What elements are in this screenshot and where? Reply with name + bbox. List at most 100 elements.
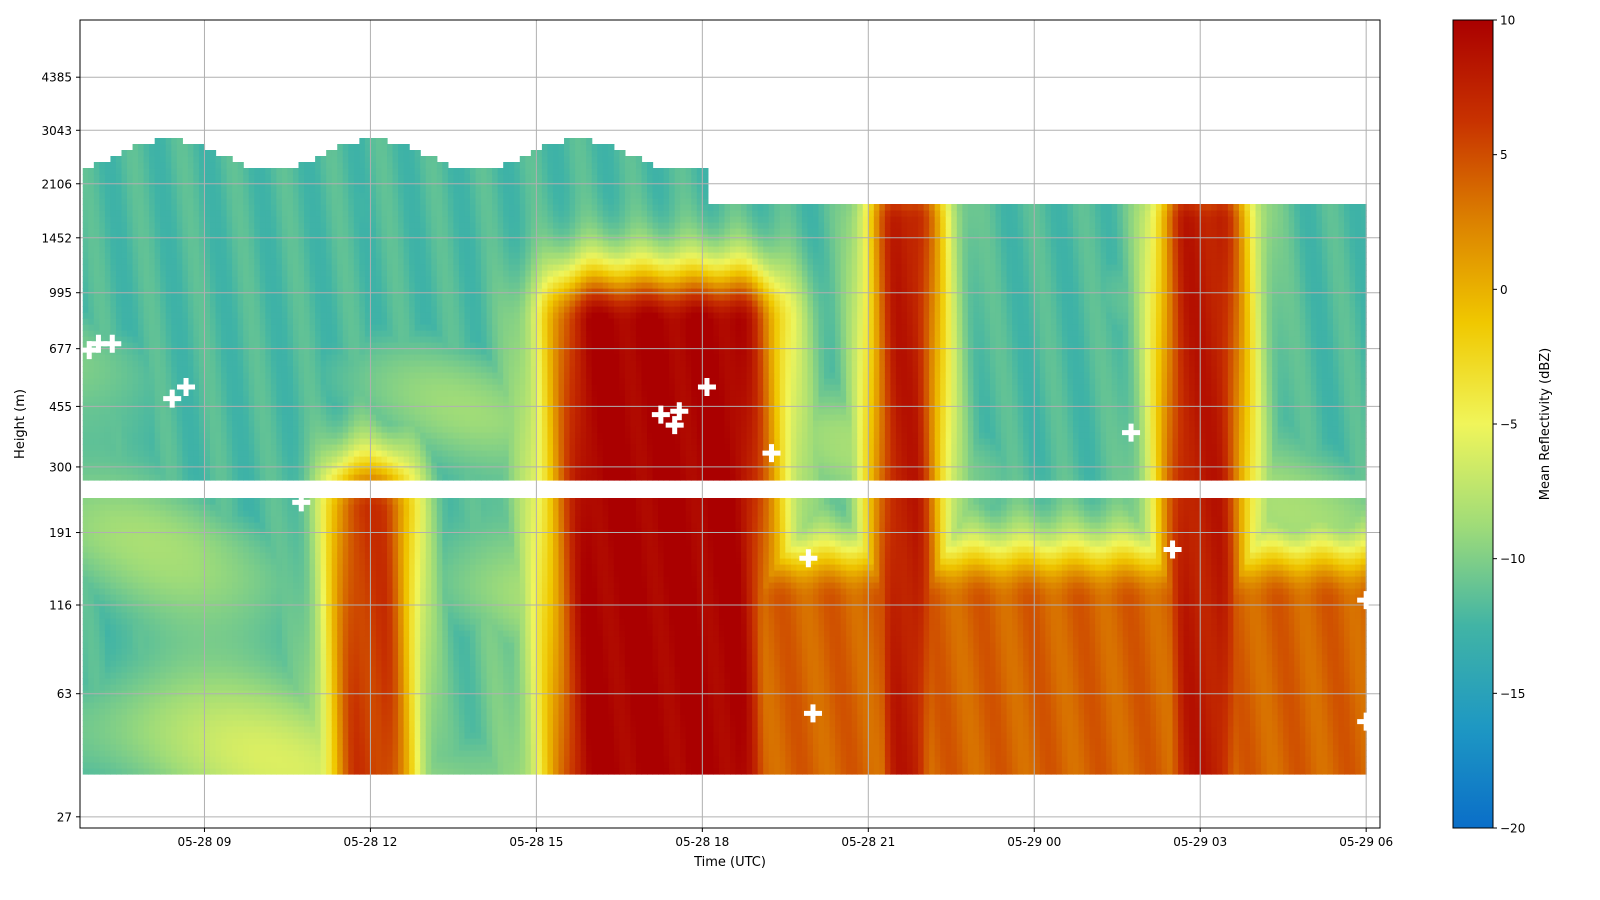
- heatmap-cell: [259, 414, 266, 421]
- heatmap-cell: [270, 594, 277, 601]
- heatmap-cell: [315, 642, 322, 649]
- heatmap-cell: [160, 186, 167, 193]
- heatmap-cell: [182, 258, 189, 265]
- heatmap-cell: [298, 372, 305, 379]
- heatmap-cell: [143, 738, 150, 745]
- heatmap-cell: [243, 624, 250, 631]
- heatmap-cell: [165, 594, 172, 601]
- heatmap-cell: [342, 378, 349, 385]
- heatmap-cell: [265, 444, 272, 451]
- heatmap-cell: [265, 762, 272, 769]
- heatmap-cell: [165, 426, 172, 433]
- heatmap-cell: [232, 348, 239, 355]
- heatmap-cell: [160, 582, 167, 589]
- heatmap-cell: [115, 168, 123, 175]
- heatmap-cell: [226, 564, 233, 571]
- heatmap-cell: [187, 228, 194, 235]
- heatmap-cell: [121, 450, 128, 457]
- heatmap-cell: [232, 624, 239, 631]
- heatmap-cell: [132, 546, 139, 553]
- heatmap-cell: [320, 174, 327, 181]
- heatmap-cell: [326, 282, 333, 289]
- heatmap-cell: [320, 696, 327, 703]
- heatmap-cell: [104, 258, 112, 265]
- heatmap-cell: [265, 600, 272, 607]
- heatmap-cell: [315, 684, 322, 691]
- heatmap-cell: [304, 396, 311, 403]
- heatmap-cell: [82, 756, 89, 763]
- heatmap-cell: [331, 192, 338, 199]
- heatmap-cell: [320, 510, 327, 517]
- heatmap-cell: [99, 306, 106, 313]
- heatmap-cell: [221, 390, 228, 397]
- heatmap-cell: [149, 678, 156, 685]
- heatmap-cell: [204, 696, 211, 703]
- heatmap-cell: [254, 300, 261, 307]
- heatmap-cell: [210, 246, 217, 253]
- heatmap-cell: [93, 714, 100, 721]
- heatmap-cell: [115, 288, 123, 295]
- heatmap-cell: [270, 366, 277, 373]
- heatmap-cell: [353, 750, 360, 757]
- heatmap-cell: [165, 168, 172, 175]
- heatmap-cell: [270, 618, 277, 625]
- heatmap-cell: [304, 162, 311, 169]
- heatmap-cell: [348, 270, 355, 277]
- heatmap-cell: [298, 162, 305, 169]
- heatmap-cell: [215, 162, 222, 169]
- heatmap-cell: [248, 420, 255, 427]
- heatmap-cell: [82, 300, 89, 307]
- heatmap-cell: [215, 378, 222, 385]
- heatmap-cell: [276, 768, 283, 775]
- heatmap-cell: [198, 528, 206, 535]
- heatmap-cell: [331, 552, 338, 559]
- heatmap-cell: [82, 306, 89, 313]
- heatmap-cell: [221, 726, 228, 733]
- heatmap-cell: [292, 408, 300, 415]
- heatmap-cell: [265, 372, 272, 379]
- heatmap-cell: [99, 720, 106, 727]
- heatmap-cell: [143, 594, 150, 601]
- heatmap-cell: [210, 630, 217, 637]
- heatmap-cell: [99, 270, 106, 277]
- heatmap-cell: [353, 720, 360, 727]
- heatmap-cell: [143, 228, 150, 235]
- heatmap-cell: [226, 336, 233, 343]
- heatmap-cell: [198, 732, 206, 739]
- heatmap-cell: [243, 216, 250, 223]
- heatmap-cell: [149, 600, 156, 607]
- heatmap-cell: [226, 456, 233, 463]
- heatmap-cell: [210, 318, 217, 325]
- heatmap-cell: [326, 756, 333, 763]
- heatmap-cell: [210, 552, 217, 559]
- heatmap-cell: [281, 174, 289, 181]
- heatmap-cell: [276, 174, 283, 181]
- heatmap-cell: [331, 582, 338, 589]
- heatmap-cell: [104, 330, 112, 337]
- heatmap-cell: [88, 762, 95, 769]
- heatmap-cell: [82, 540, 89, 547]
- heatmap-cell: [243, 684, 250, 691]
- heatmap-cell: [270, 498, 277, 505]
- heatmap-cell: [138, 162, 145, 169]
- heatmap-cell: [287, 756, 294, 763]
- heatmap-cell: [182, 546, 189, 553]
- heatmap-cell: [176, 342, 183, 349]
- heatmap-cell: [281, 624, 289, 631]
- heatmap-cell: [198, 348, 206, 355]
- heatmap-cell: [265, 366, 272, 373]
- heatmap-cell: [198, 768, 206, 775]
- heatmap-cell: [243, 306, 250, 313]
- heatmap-cell: [132, 516, 139, 523]
- heatmap-cell: [127, 528, 134, 535]
- heatmap-cell: [281, 708, 289, 715]
- heatmap-cell: [143, 276, 150, 283]
- heatmap-cell: [259, 594, 266, 601]
- heatmap-cell: [132, 630, 139, 637]
- heatmap-cell: [204, 186, 211, 193]
- heatmap-cell: [182, 702, 189, 709]
- heatmap-cell: [93, 402, 100, 409]
- heatmap-cell: [143, 360, 150, 367]
- heatmap-cell: [198, 282, 206, 289]
- heatmap-cell: [298, 330, 305, 337]
